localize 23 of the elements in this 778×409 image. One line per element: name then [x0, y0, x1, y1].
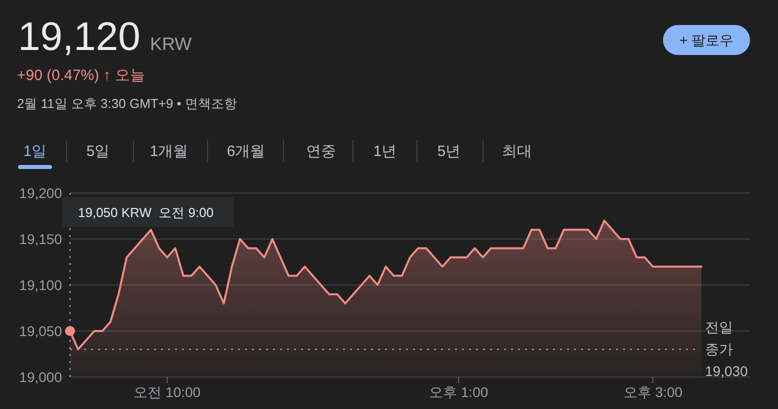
x-tick-label: 오후 3:00 [623, 384, 683, 400]
text: 1일 [23, 143, 47, 160]
y-tick-label: 19,200 [19, 185, 62, 201]
text: KRW [150, 34, 192, 54]
y-tick-label: 19,100 [19, 277, 62, 293]
text: 5년 [437, 143, 461, 160]
annotation: 19,050 KRW 오전 9:00 [78, 205, 214, 220]
chart-title: 19,120 [18, 15, 140, 59]
x-tick-label: 오전 10:00 [134, 384, 201, 400]
text: 5일 [86, 143, 110, 160]
text: + 팔로우 [679, 32, 734, 48]
text: 2월 11일 오후 3:30 GMT+9 • 면책조항 [17, 96, 237, 111]
x-tick-label: 오후 1:00 [429, 384, 488, 400]
text: 연중 [306, 143, 336, 160]
text: 1년 [373, 143, 397, 160]
text: +90 (0.47%) ↑ 오늘 [17, 67, 145, 84]
text: 6개월 [226, 143, 266, 160]
y-tick-label: 19,000 [19, 369, 62, 385]
text: 최대 [502, 143, 532, 160]
y-tick-label: 19,050 [19, 323, 62, 339]
y-tick-label: 19,150 [19, 231, 62, 247]
ref-line-label: 전일 종가 19,030 [705, 319, 748, 379]
text: 1개월 [150, 143, 188, 160]
